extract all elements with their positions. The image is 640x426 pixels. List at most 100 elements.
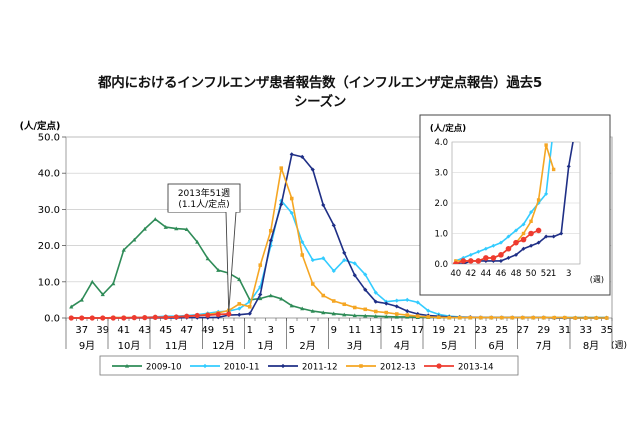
data-point xyxy=(384,301,389,306)
x-tick-label: 33 xyxy=(579,325,592,336)
y-tick-label: 10.0 xyxy=(38,277,60,288)
inset-data-point xyxy=(566,164,571,169)
inset-data-point xyxy=(506,255,511,260)
x-tick-label: 23 xyxy=(474,325,487,336)
data-point xyxy=(394,312,399,316)
month-label: 6月 xyxy=(488,340,504,352)
inset-plot: (人/定点) 0.0 1.0 2.0 3.0 4.0 40 42 44 46 48 50 52 1 3 (週) xyxy=(419,114,611,296)
inset-y-tick-label: 0.0 xyxy=(434,260,448,270)
inset-data-point xyxy=(468,258,474,264)
x-tick-label: 25 xyxy=(495,325,508,336)
data-point xyxy=(268,293,273,298)
data-point xyxy=(69,304,74,309)
month-label: 5月 xyxy=(441,340,457,352)
data-point xyxy=(373,290,378,295)
data-point xyxy=(321,256,326,261)
inset-data-point xyxy=(544,143,548,147)
inset-data-point xyxy=(559,231,564,236)
x-tick-label: 21 xyxy=(453,325,466,336)
inset-y-tick-label: 3.0 xyxy=(434,169,448,179)
data-point xyxy=(478,315,483,320)
data-point xyxy=(205,256,210,261)
data-point xyxy=(373,299,378,304)
data-point xyxy=(436,315,441,320)
data-point xyxy=(594,316,599,320)
month-label: 7月 xyxy=(536,340,552,352)
series-line xyxy=(71,313,229,319)
data-point xyxy=(405,309,410,314)
y-tick-label: 0.0 xyxy=(44,314,60,325)
data-point xyxy=(468,315,473,320)
data-point xyxy=(131,315,137,321)
x-tick-label: 45 xyxy=(159,325,172,336)
inset-data-point xyxy=(529,243,534,248)
data-point xyxy=(415,300,420,305)
legend-label: 2009-10 xyxy=(146,363,182,373)
inset-data-point xyxy=(529,210,534,215)
inset-data-point xyxy=(476,249,481,254)
data-point xyxy=(331,311,336,316)
legend-item-2010-11: 2010-11 xyxy=(190,363,260,373)
data-point xyxy=(510,315,515,320)
inset-x-tick-label: 3 xyxy=(566,269,571,279)
inset-data-point xyxy=(544,191,549,196)
inset-x-tick-label: 44 xyxy=(480,269,491,279)
inset-x-tick-label: 52 xyxy=(541,269,552,279)
inset-data-point xyxy=(521,246,526,251)
x-tick-label: 13 xyxy=(369,325,382,336)
data-point xyxy=(184,227,189,231)
inset-data-point xyxy=(452,261,459,264)
data-point xyxy=(426,308,431,313)
data-point xyxy=(121,247,126,252)
data-point xyxy=(173,314,179,320)
legend-marker xyxy=(280,363,286,369)
data-point xyxy=(258,292,263,297)
data-point xyxy=(289,152,294,157)
inset-data-point xyxy=(454,259,458,263)
x-tick-label: 17 xyxy=(411,325,424,336)
inset-data-point xyxy=(498,252,504,258)
data-point xyxy=(552,315,557,320)
inset-frame xyxy=(419,114,611,296)
data-point xyxy=(237,302,242,306)
chart-title-line2: シーズン xyxy=(293,94,347,110)
legend-label: 2010-11 xyxy=(224,363,260,373)
month-label: 10月 xyxy=(118,340,141,352)
data-point xyxy=(405,297,410,302)
data-point xyxy=(363,287,368,292)
data-point xyxy=(352,313,357,318)
legend-item-2012-13: 2012-13 xyxy=(346,363,416,373)
x-tick-label: 51 xyxy=(222,325,235,336)
data-point xyxy=(100,292,105,297)
data-point xyxy=(342,257,347,263)
data-point xyxy=(373,314,378,318)
inset-data-point xyxy=(535,227,542,234)
legend-box xyxy=(99,355,519,376)
x-tick-label: 27 xyxy=(516,325,529,336)
data-point xyxy=(226,311,232,317)
x-tick-label: 39 xyxy=(96,325,109,336)
month-label: 1月 xyxy=(257,340,273,352)
data-point xyxy=(342,312,347,317)
y-axis-label: (人/定点) xyxy=(20,120,61,132)
data-point xyxy=(247,299,252,304)
inset-data-point xyxy=(483,246,488,251)
data-point xyxy=(152,314,158,320)
data-point xyxy=(457,315,462,320)
data-point xyxy=(499,315,504,320)
data-point xyxy=(531,315,536,320)
y-tick-label: 50.0 xyxy=(38,133,60,144)
data-point xyxy=(174,226,179,231)
callout-pointer xyxy=(167,202,241,313)
data-point xyxy=(352,261,357,266)
x-tick-label: 3 xyxy=(268,325,274,336)
data-point xyxy=(89,315,95,321)
x-tick-label: 11 xyxy=(348,325,361,336)
data-point xyxy=(68,315,74,321)
inset-data-point xyxy=(475,258,482,264)
data-point xyxy=(205,312,211,318)
data-point xyxy=(300,239,305,245)
data-point xyxy=(300,253,305,257)
inset-data-point xyxy=(536,198,541,202)
